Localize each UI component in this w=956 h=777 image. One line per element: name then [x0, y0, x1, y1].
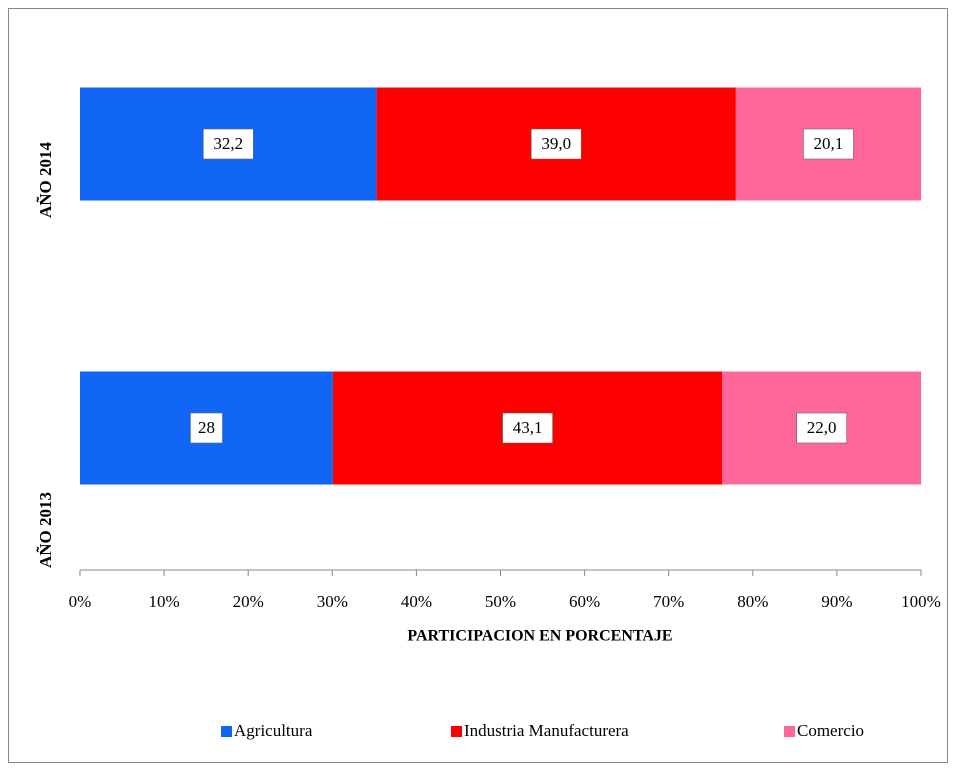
y-tick-label: AÑO 2014	[36, 141, 55, 218]
x-tick-label: 30%	[317, 592, 348, 611]
legend-label: Industria Manufacturera	[464, 721, 629, 740]
data-label-box	[530, 128, 582, 160]
x-tick-label: 10%	[149, 592, 180, 611]
data-label-box	[203, 128, 254, 160]
data-label-box	[190, 412, 223, 444]
data-label-box	[502, 412, 553, 444]
x-tick-label: 80%	[737, 592, 768, 611]
x-tick-label: 50%	[485, 592, 516, 611]
legend-swatch	[784, 726, 795, 737]
data-label: 39,0	[541, 134, 571, 153]
legend-label: Agricultura	[234, 721, 313, 740]
x-tick-label: 40%	[401, 592, 432, 611]
data-label: 28	[198, 418, 215, 437]
x-tick-label: 100%	[901, 592, 941, 611]
x-tick-label: 0%	[69, 592, 92, 611]
legend-swatch	[221, 726, 232, 737]
data-label-box	[796, 412, 847, 444]
x-tick-label: 70%	[653, 592, 684, 611]
legend-label: Comercio	[797, 721, 864, 740]
x-axis-title: PARTICIPACION EN PORCENTAJE	[407, 628, 672, 645]
y-tick-label: AÑO 2013	[36, 492, 55, 568]
x-tick-label: 60%	[569, 592, 600, 611]
data-label-box	[803, 128, 854, 160]
x-tick-label: 20%	[233, 592, 264, 611]
data-label: 20,1	[814, 134, 844, 153]
x-tick-label: 90%	[821, 592, 852, 611]
data-label: 32,2	[213, 134, 243, 153]
data-label: 22,0	[807, 418, 837, 437]
legend-swatch	[451, 726, 462, 737]
data-label: 43,1	[513, 418, 543, 437]
